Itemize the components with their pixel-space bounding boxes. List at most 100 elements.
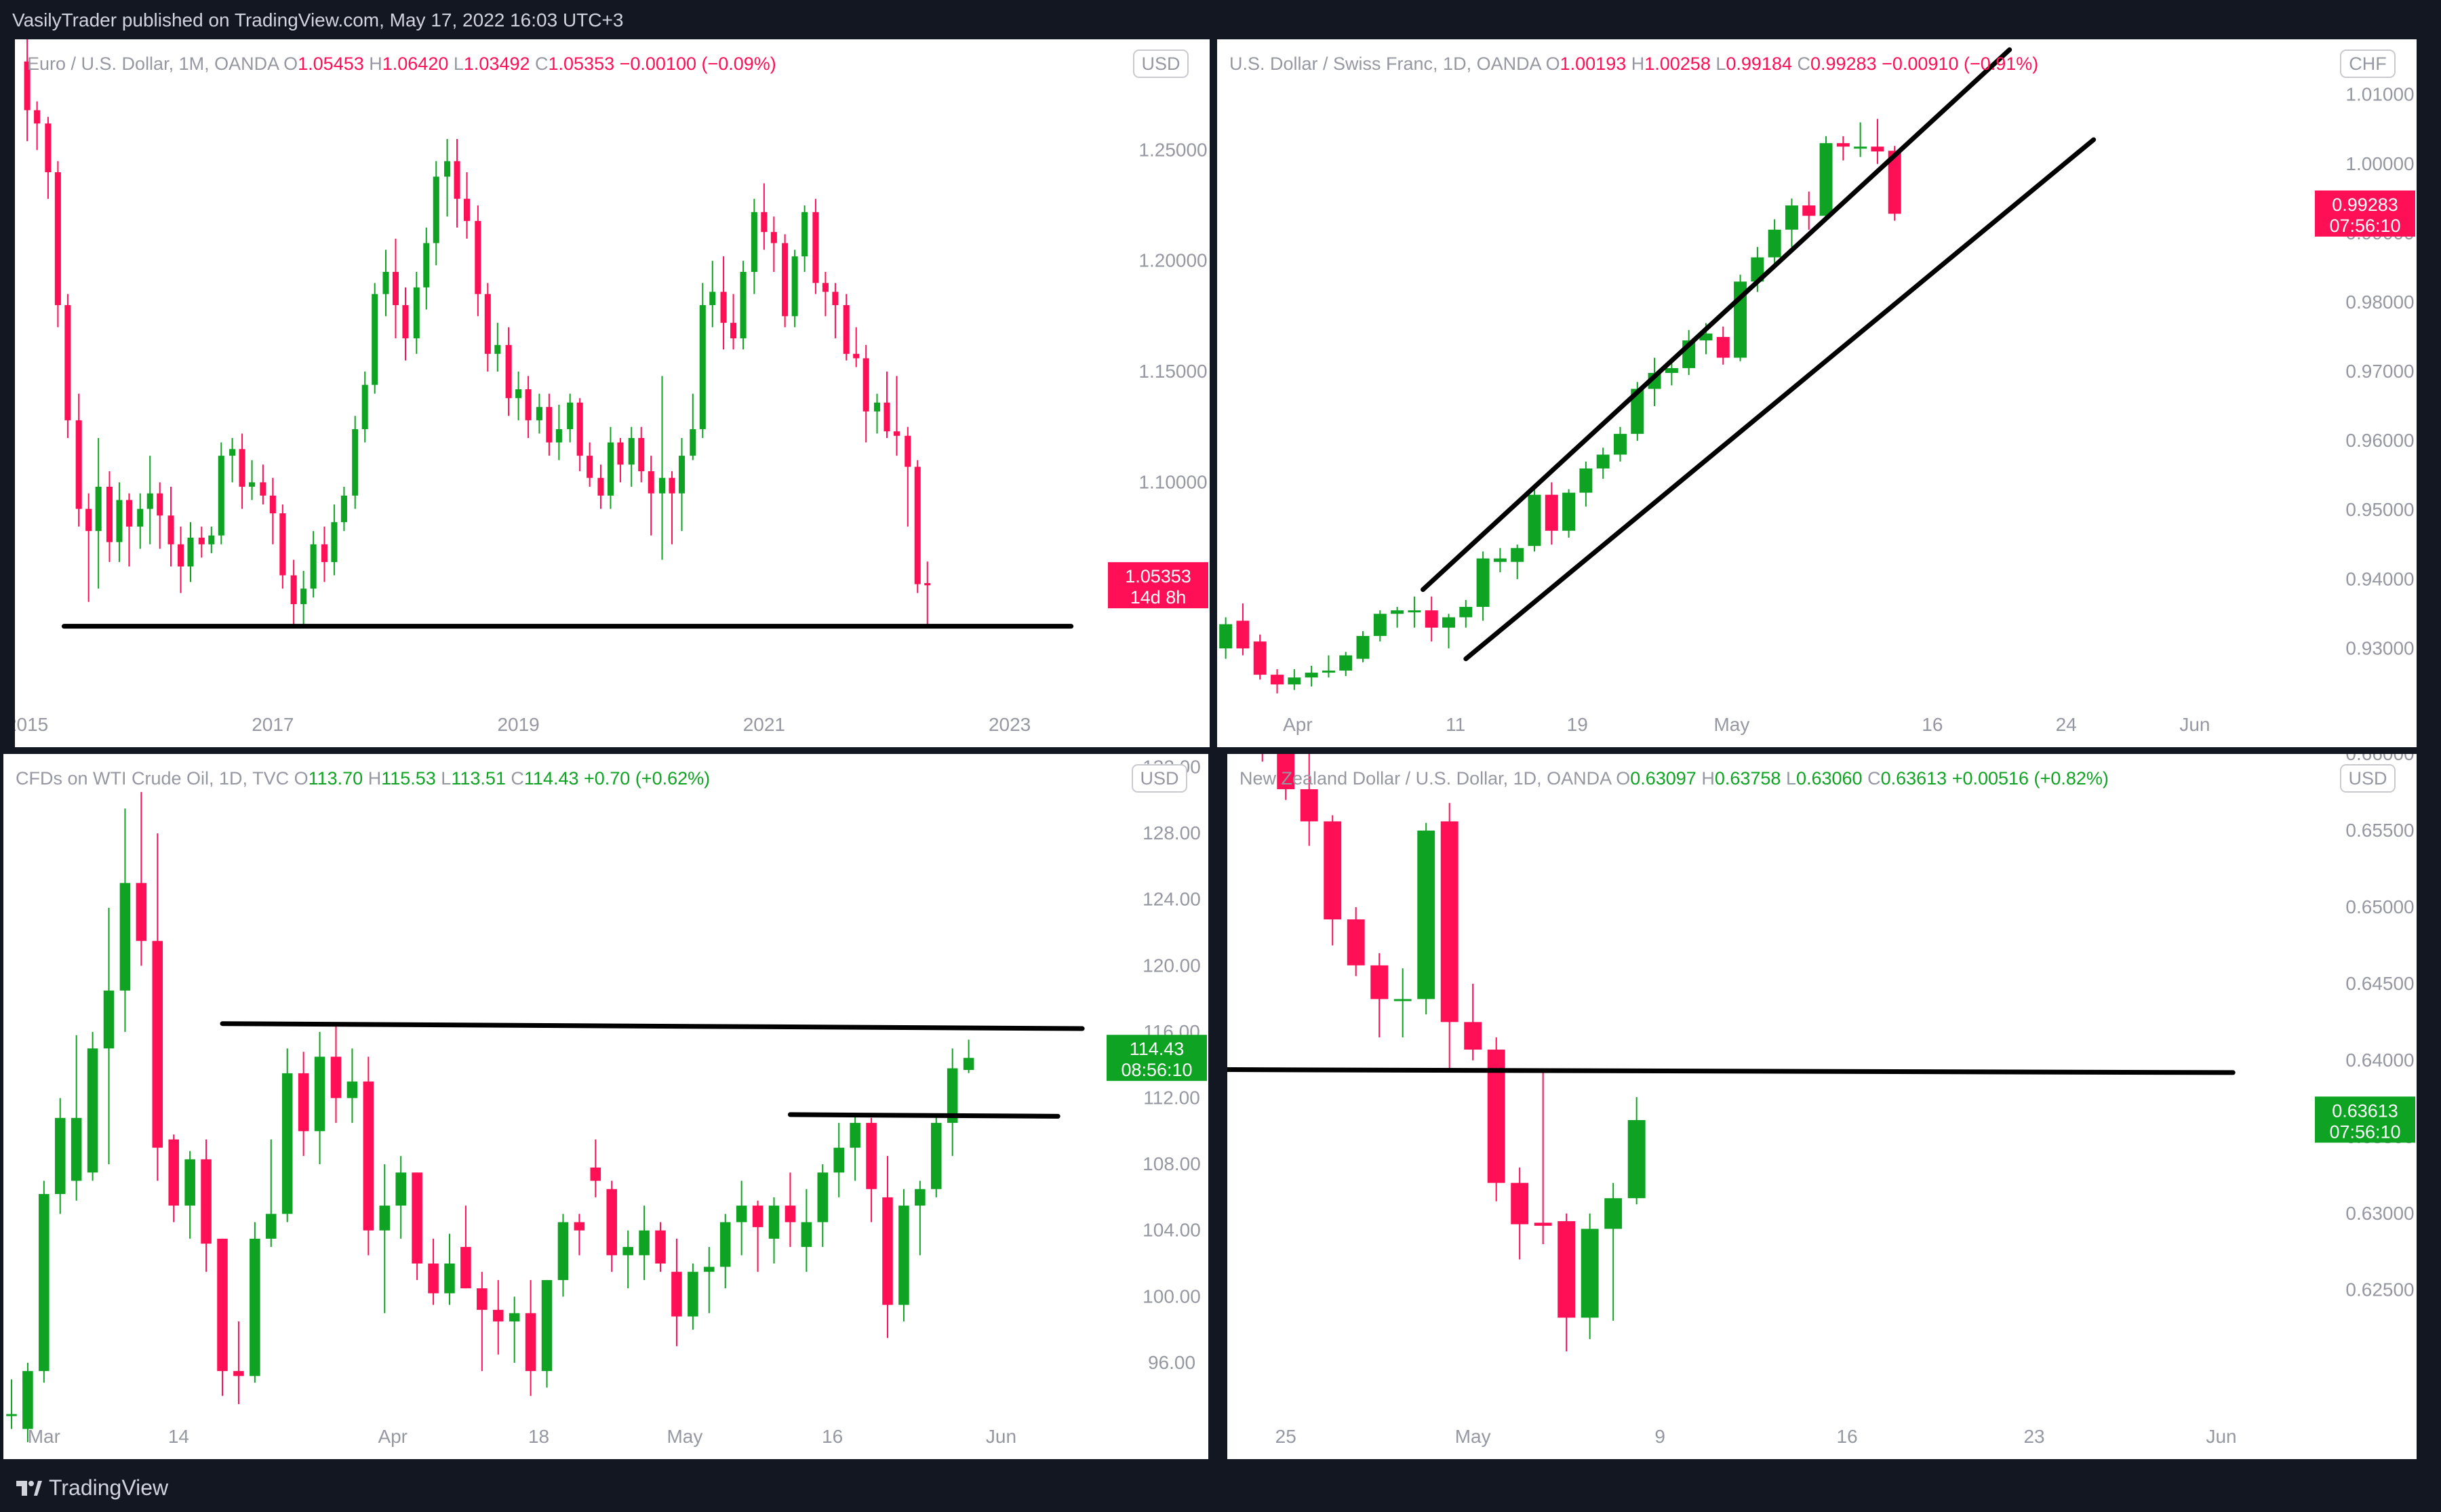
candle-body bbox=[152, 940, 163, 1148]
candle-body bbox=[639, 1230, 650, 1256]
candle-body bbox=[239, 449, 245, 487]
legend-ohlc: New Zealand Dollar / U.S. Dollar, 1D, OA… bbox=[1239, 768, 2109, 789]
candle-body bbox=[699, 305, 706, 429]
candle-body bbox=[1802, 205, 1816, 216]
currency-badge[interactable]: USD bbox=[1133, 49, 1189, 78]
candle-body bbox=[340, 495, 347, 523]
candle-body bbox=[298, 1073, 309, 1132]
candle-body bbox=[433, 176, 439, 243]
footer-bar: TradingView bbox=[0, 1462, 2441, 1512]
candle-body bbox=[541, 1279, 553, 1372]
y-tick-label: 0.66000 bbox=[2345, 754, 2414, 764]
candle-body bbox=[34, 110, 41, 124]
candle-body bbox=[1596, 454, 1610, 469]
candle-body bbox=[832, 292, 839, 305]
candle-body bbox=[1324, 821, 1342, 919]
candle-body bbox=[136, 883, 147, 941]
last-price-value: 0.99283 bbox=[2332, 195, 2398, 215]
candle-body bbox=[157, 493, 163, 516]
candle-body bbox=[137, 509, 144, 527]
trend-line[interactable] bbox=[1463, 137, 2097, 662]
candle-body bbox=[444, 161, 451, 177]
candle-body bbox=[1627, 1119, 1646, 1199]
candle-body bbox=[249, 482, 256, 487]
candle-body bbox=[1785, 205, 1798, 230]
last-price-countdown: 14d 8h bbox=[1130, 587, 1187, 608]
trend-line[interactable] bbox=[787, 1112, 1060, 1119]
candle-body bbox=[736, 1206, 747, 1222]
candle-body bbox=[1528, 494, 1541, 546]
candle-body bbox=[314, 1056, 325, 1132]
x-tick-label: 11 bbox=[1446, 714, 1465, 735]
candle-body bbox=[555, 429, 562, 443]
candle-body bbox=[862, 358, 869, 412]
candle-body bbox=[6, 1414, 17, 1416]
candle-body bbox=[95, 486, 102, 532]
candle-body bbox=[1305, 673, 1318, 678]
candle-body bbox=[1534, 1222, 1552, 1226]
candle-body bbox=[817, 1172, 829, 1222]
currency-badge[interactable]: CHF bbox=[2340, 49, 2396, 78]
tradingview-brand[interactable]: TradingView bbox=[49, 1475, 169, 1500]
trend-line[interactable] bbox=[1227, 1067, 2236, 1075]
candle-body bbox=[770, 232, 777, 243]
candle-body bbox=[1819, 143, 1833, 216]
candle-body bbox=[413, 287, 420, 338]
candle-body bbox=[873, 402, 881, 412]
candle-body bbox=[1288, 677, 1301, 685]
candle-body bbox=[740, 272, 747, 338]
candle-body bbox=[87, 1048, 98, 1173]
y-tick-label: 108.00 bbox=[1143, 1153, 1201, 1174]
candle-body bbox=[1665, 367, 1678, 374]
candle-body bbox=[198, 538, 205, 544]
candle-body bbox=[1613, 433, 1627, 455]
chart-eurusd-panel[interactable]: 1.10000 1.15000 1.20000 1.25000 2015 2017 2019… bbox=[15, 39, 1210, 747]
candle-body bbox=[379, 1206, 391, 1231]
candle-body bbox=[1631, 389, 1644, 434]
currency-badge[interactable]: USD bbox=[2340, 764, 2396, 793]
y-tick-label: 1.00000 bbox=[2345, 153, 2414, 174]
candle-body bbox=[24, 61, 31, 111]
chart-nzdusd-panel[interactable]: 0.625000.630000.635000.640000.645000.650… bbox=[1227, 754, 2417, 1459]
candle-body bbox=[352, 429, 359, 496]
x-tick-label: 9 bbox=[1654, 1426, 1665, 1447]
candle-body bbox=[898, 1206, 909, 1305]
x-tick-label: 25 bbox=[1275, 1426, 1296, 1447]
candle-body bbox=[1581, 1229, 1599, 1318]
x-tick-label: 16 bbox=[1837, 1426, 1858, 1447]
chart-wti-panel[interactable]: 96.00100.00104.00108.00112.00116.00120.0… bbox=[3, 754, 1208, 1459]
currency-badge[interactable]: USD bbox=[1132, 764, 1187, 793]
tradingview-logo-icon[interactable] bbox=[15, 1474, 42, 1501]
candle-body bbox=[704, 1267, 715, 1272]
candle-body bbox=[607, 442, 614, 496]
candle-body bbox=[269, 495, 276, 514]
candles bbox=[24, 39, 931, 626]
trend-line[interactable] bbox=[1421, 47, 2012, 593]
candle-body bbox=[1604, 1198, 1623, 1229]
candle-body bbox=[628, 438, 635, 465]
candle-body bbox=[300, 589, 307, 604]
x-tick-label: 16 bbox=[1922, 714, 1943, 735]
x-tick-label: 2015 bbox=[15, 714, 48, 735]
trend-line[interactable] bbox=[220, 1021, 1085, 1031]
candle-body bbox=[730, 323, 737, 338]
candle-body bbox=[1888, 151, 1901, 214]
candle-body bbox=[1545, 494, 1558, 531]
last-price-value: 1.05353 bbox=[1125, 566, 1191, 586]
chart-usdchf-panel[interactable]: 0.93000 0.94000 0.95000 0.96000 0.97000 0.980… bbox=[1217, 39, 2417, 747]
candle-body bbox=[54, 172, 61, 305]
candle-body bbox=[833, 1147, 844, 1173]
x-tick-label: May bbox=[1713, 714, 1749, 735]
y-tick-label: 1.15000 bbox=[1138, 361, 1207, 382]
candle-body bbox=[893, 431, 900, 436]
candle-body bbox=[1253, 641, 1267, 675]
y-tick-label: 0.65000 bbox=[2345, 896, 2414, 917]
svg-text:CHF: CHF bbox=[2349, 54, 2387, 74]
last-price-countdown: 07:56:10 bbox=[2329, 216, 2400, 236]
candle-body bbox=[655, 1230, 666, 1264]
candle-body bbox=[525, 1313, 536, 1372]
candle-body bbox=[866, 1123, 877, 1189]
